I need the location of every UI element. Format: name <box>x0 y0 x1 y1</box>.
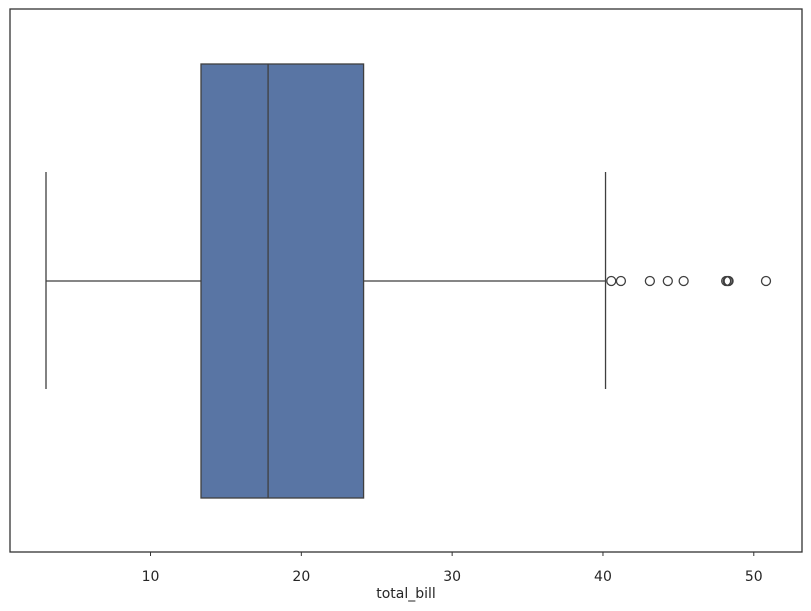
outlier <box>723 275 734 287</box>
x-tick-label: 30 <box>443 569 461 585</box>
box <box>200 63 365 499</box>
outlier <box>662 275 673 287</box>
outlier <box>678 275 689 287</box>
x-tick-label: 10 <box>142 569 160 585</box>
outlier <box>760 275 772 287</box>
x-axis-label: total_bill <box>376 586 436 602</box>
outlier <box>615 275 627 287</box>
x-tick-label: 20 <box>292 569 310 585</box>
plot-frame <box>9 8 803 553</box>
x-tick-label: 40 <box>594 569 612 585</box>
outlier <box>606 275 617 287</box>
x-tick-label: 50 <box>745 569 763 585</box>
outlier <box>644 275 656 287</box>
